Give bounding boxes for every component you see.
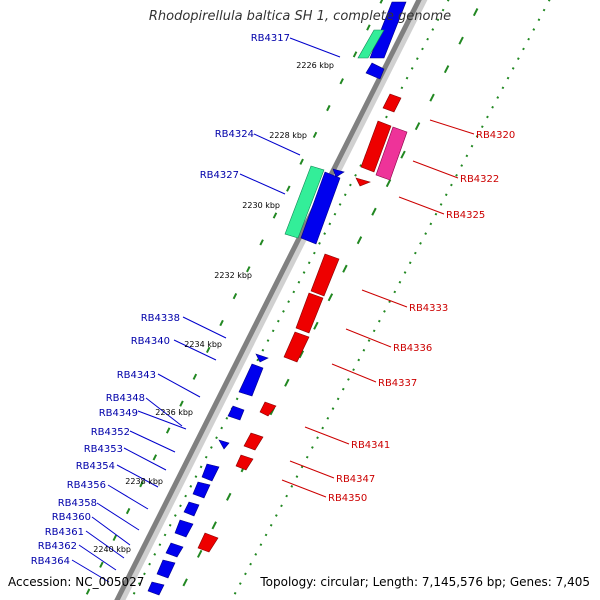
leader-line: [304, 426, 350, 445]
gene-label[interactable]: RB4325: [446, 210, 485, 221]
gene-block-red[interactable]: [259, 401, 277, 417]
leader-line: [116, 464, 159, 488]
gene-label[interactable]: RB4317: [251, 33, 290, 44]
gene-block-blue[interactable]: [365, 62, 385, 80]
gene-label[interactable]: RB4343: [117, 370, 156, 381]
gene-label[interactable]: RB4341: [351, 440, 390, 451]
leader-line: [331, 363, 377, 383]
gene-block-red[interactable]: [243, 432, 264, 451]
leader-line: [107, 484, 149, 510]
gene-label[interactable]: RB4350: [328, 493, 367, 504]
gene-block-blue[interactable]: [147, 581, 165, 596]
leader-line: [429, 119, 475, 135]
kbp-label: 2232 kbp: [214, 271, 252, 280]
gene-label[interactable]: RB4322: [460, 174, 499, 185]
gene-block-blue[interactable]: [156, 559, 176, 579]
gene-label[interactable]: RB4337: [378, 378, 417, 389]
leader-line: [78, 544, 117, 571]
gene-label[interactable]: RB4364: [31, 556, 70, 567]
accession-label: Accession: NC_005027: [8, 575, 145, 589]
genome-axis: [114, 0, 422, 600]
leader-line: [137, 410, 187, 430]
gene-block-red[interactable]: [283, 331, 310, 363]
leader-line: [145, 397, 183, 427]
gene-arrow-blue[interactable]: [218, 439, 230, 450]
leader-line: [173, 339, 217, 361]
kbp-label: 2236 kbp: [155, 408, 193, 417]
genome-axis-shadow: [116, 0, 428, 600]
gene-block-blue[interactable]: [201, 463, 220, 482]
gene-label[interactable]: RB4349: [99, 408, 138, 419]
gene-block-red[interactable]: [360, 120, 392, 173]
kbp-label: 2240 kbp: [93, 545, 131, 554]
leader-line: [239, 173, 286, 195]
gene-label[interactable]: RB4340: [131, 336, 170, 347]
gene-block-green[interactable]: [357, 29, 385, 59]
gene-label[interactable]: RB4360: [52, 512, 91, 523]
gene-arrow-blue[interactable]: [332, 168, 345, 178]
gene-label[interactable]: RB4348: [106, 393, 145, 404]
left-dash-guide: [82, 0, 384, 600]
gene-label[interactable]: RB4333: [409, 303, 448, 314]
gene-label[interactable]: RB4320: [476, 130, 515, 141]
gene-label[interactable]: RB4356: [67, 480, 106, 491]
gene-block-red[interactable]: [235, 454, 254, 471]
gene-label[interactable]: RB4362: [38, 541, 77, 552]
gene-block-red[interactable]: [310, 253, 340, 297]
leader-line: [345, 328, 392, 348]
gene-label[interactable]: RB4336: [393, 343, 432, 354]
leader-line: [398, 196, 445, 215]
gene-block-red[interactable]: [197, 532, 219, 553]
leader-line: [361, 289, 408, 308]
gene-label[interactable]: RB4353: [84, 444, 123, 455]
leader-line: [123, 447, 167, 471]
gene-label[interactable]: RB4352: [91, 427, 130, 438]
gene-block-blue[interactable]: [174, 519, 194, 538]
gene-block-pink[interactable]: [375, 126, 408, 181]
left-dotted-guide: [129, 0, 450, 600]
leader-line: [182, 316, 227, 339]
gene-arrow-red[interactable]: [355, 177, 371, 187]
gene-block-blue[interactable]: [238, 363, 264, 397]
right-dash-guide: [175, 0, 483, 600]
gene-block-blue[interactable]: [165, 542, 184, 558]
gene-block-blue[interactable]: [300, 171, 341, 245]
leader-line: [281, 479, 327, 498]
leader-line: [289, 37, 341, 58]
leader-line: [412, 160, 459, 179]
gene-label[interactable]: RB4347: [336, 474, 375, 485]
kbp-label: 2238 kbp: [125, 477, 163, 486]
topology-label: Topology: circular; Length: 7,145,576 bp…: [260, 575, 590, 589]
gene-block-green[interactable]: [284, 165, 325, 239]
gene-label[interactable]: RB4361: [45, 527, 84, 538]
gene-block-red[interactable]: [382, 93, 402, 113]
gene-block-blue[interactable]: [227, 405, 245, 421]
leader-line: [129, 430, 176, 453]
map-title: Rhodopirellula baltica SH 1, complete ge…: [148, 9, 452, 24]
gene-label[interactable]: RB4324: [215, 129, 254, 140]
kbp-label: 2226 kbp: [296, 61, 334, 70]
gene-block-red[interactable]: [295, 292, 324, 334]
leader-line: [289, 460, 335, 479]
gene-label[interactable]: RB4338: [141, 313, 180, 324]
gene-block-blue[interactable]: [192, 481, 211, 499]
kbp-label: 2230 kbp: [242, 201, 280, 210]
leader-line: [71, 559, 110, 583]
leader-line: [253, 133, 301, 156]
kbp-label: 2228 kbp: [269, 131, 307, 140]
gene-arrow-blue[interactable]: [255, 353, 269, 363]
gene-block-blue[interactable]: [183, 501, 200, 517]
gene-label[interactable]: RB4327: [200, 170, 239, 181]
kbp-label: 2234 kbp: [184, 340, 222, 349]
leader-line: [96, 502, 140, 531]
gene-label[interactable]: RB4354: [76, 461, 115, 472]
leader-line: [85, 530, 125, 559]
gene-label[interactable]: RB4358: [58, 498, 97, 509]
leader-line: [91, 516, 131, 546]
leader-line: [157, 373, 201, 398]
